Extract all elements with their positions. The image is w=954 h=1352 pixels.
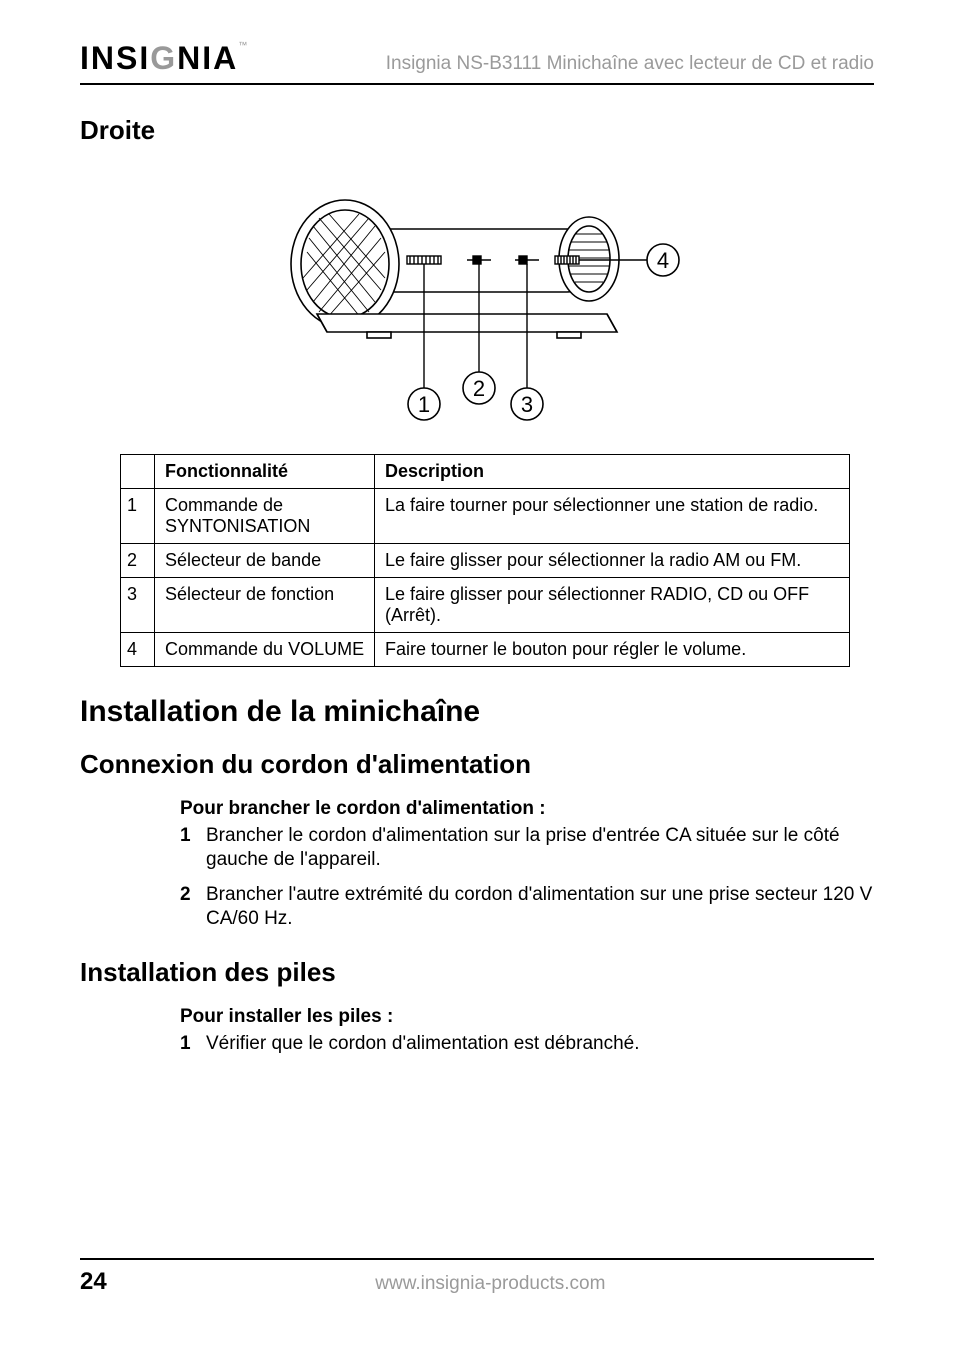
doc-title: Insignia NS-B3111 Minichaîne avec lecteu… [247, 53, 874, 75]
brand-logo: INSIGNIA™ [80, 40, 247, 77]
callout-3: 3 [521, 392, 533, 417]
batteries-block: Pour installer les piles : Vérifier que … [180, 1006, 880, 1056]
brand-g: G [150, 40, 177, 76]
table-row: 1 Commande de SYNTONISATION La faire tou… [121, 489, 850, 544]
device-right-svg: 1 2 3 4 [257, 164, 697, 434]
cell-num: 2 [121, 544, 155, 578]
device-diagram: 1 2 3 4 [80, 164, 874, 434]
header: INSIGNIA™ Insignia NS-B3111 Minichaîne a… [80, 40, 874, 85]
th-feature: Fonctionnalité [155, 455, 375, 489]
table-row: 4 Commande du VOLUME Faire tourner le bo… [121, 633, 850, 667]
cell-feature: Commande de SYNTONISATION [155, 489, 375, 544]
list-item: Vérifier que le cordon d'alimentation es… [180, 1032, 880, 1056]
cell-num: 4 [121, 633, 155, 667]
cell-desc: Faire tourner le bouton pour régler le v… [375, 633, 850, 667]
cell-num: 1 [121, 489, 155, 544]
cell-desc: Le faire glisser pour sélectionner la ra… [375, 544, 850, 578]
cell-feature: Commande du VOLUME [155, 633, 375, 667]
cell-feature: Sélecteur de bande [155, 544, 375, 578]
table-row: 2 Sélecteur de bande Le faire glisser po… [121, 544, 850, 578]
cell-feature: Sélecteur de fonction [155, 578, 375, 633]
subsection-heading-power: Connexion du cordon d'alimentation [80, 749, 874, 780]
th-blank [121, 455, 155, 489]
cell-desc: Le faire glisser pour sélectionner RADIO… [375, 578, 850, 633]
list-item: Brancher le cordon d'alimentation sur la… [180, 824, 880, 873]
power-steps: Brancher le cordon d'alimentation sur la… [180, 824, 880, 931]
power-block: Pour brancher le cordon d'alimentation :… [180, 798, 880, 931]
footer-url: www.insignia-products.com [107, 1273, 874, 1295]
brand-text-left: INSI [80, 40, 150, 76]
callout-2: 2 [473, 376, 485, 401]
batteries-steps: Vérifier que le cordon d'alimentation es… [180, 1032, 880, 1056]
page-number: 24 [80, 1268, 107, 1296]
callout-1: 1 [418, 392, 430, 417]
subsection-heading-batteries: Installation des piles [80, 957, 874, 988]
brand-tm: ™ [238, 40, 247, 50]
cell-num: 3 [121, 578, 155, 633]
cell-desc: La faire tourner pour sélectionner une s… [375, 489, 850, 544]
power-lead: Pour brancher le cordon d'alimentation : [180, 798, 880, 820]
table-header-row: Fonctionnalité Description [121, 455, 850, 489]
th-description: Description [375, 455, 850, 489]
section-heading-right: Droite [80, 115, 874, 146]
footer: 24 www.insignia-products.com [80, 1258, 874, 1296]
batteries-lead: Pour installer les piles : [180, 1006, 880, 1028]
features-table: Fonctionnalité Description 1 Commande de… [120, 454, 850, 667]
table-row: 3 Sélecteur de fonction Le faire glisser… [121, 578, 850, 633]
callout-4: 4 [657, 248, 669, 273]
brand-text-right: NIA [177, 40, 238, 76]
list-item: Brancher l'autre extrémité du cordon d'a… [180, 883, 880, 932]
section-heading-install: Installation de la minichaîne [80, 695, 874, 729]
